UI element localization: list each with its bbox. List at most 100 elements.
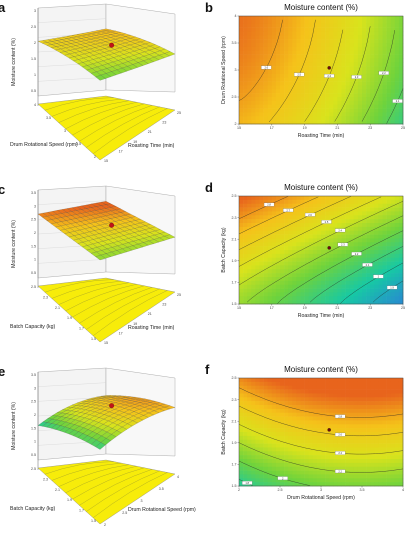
contour-cell	[267, 242, 273, 247]
contour-cell	[345, 451, 350, 456]
contour-cell	[243, 393, 248, 398]
contour-cell	[386, 482, 391, 487]
x-tick-label: 2	[238, 488, 240, 492]
contour-cell	[243, 19, 248, 25]
contour-cell	[366, 466, 371, 471]
contour-cell	[308, 408, 314, 414]
contour-cell	[345, 428, 350, 433]
contour-cell	[247, 211, 252, 216]
contour-cell	[239, 203, 244, 208]
contour-cell	[251, 459, 256, 464]
contour-cell	[325, 300, 330, 305]
y-tick-label: 2	[235, 122, 237, 126]
contour-cell	[243, 199, 248, 205]
contour-cell	[308, 385, 314, 390]
contour-cell	[386, 408, 391, 414]
contour-cell	[251, 116, 256, 121]
contour-cell	[251, 211, 256, 216]
contour-cell	[337, 112, 342, 117]
contour-cell	[288, 66, 293, 71]
contour-cell	[325, 401, 330, 406]
contour-cell	[366, 46, 371, 52]
contour-cell	[341, 265, 346, 270]
contour-cell	[251, 265, 256, 270]
contour-cell	[263, 54, 268, 59]
contour-cell	[239, 58, 244, 63]
contour-cell	[312, 432, 318, 437]
contour-cell	[267, 459, 273, 464]
contour-cell	[325, 108, 330, 113]
contour-cell	[251, 257, 256, 262]
contour-cell	[292, 196, 297, 201]
contour-cell	[321, 478, 326, 483]
contour-cell	[325, 405, 330, 410]
contour-cell	[398, 416, 404, 421]
contour-cell	[271, 432, 277, 437]
contour-cell	[239, 93, 244, 98]
y-tick-label: 2.1	[232, 237, 237, 241]
contour-cell	[251, 100, 256, 106]
contour-cell	[308, 62, 314, 67]
contour-cell	[288, 408, 293, 414]
contour-cell	[288, 482, 293, 487]
contour-cell	[312, 250, 318, 255]
contour-cell	[366, 397, 371, 402]
contour-cell	[259, 211, 264, 216]
contour-cell	[353, 242, 359, 247]
contour-cell	[296, 393, 301, 398]
contour-cell	[378, 435, 383, 441]
contour-cell	[300, 300, 305, 305]
contour-cell	[349, 50, 355, 55]
contour-cell	[243, 238, 248, 243]
contour-cell	[329, 108, 334, 113]
contour-cell	[345, 432, 350, 437]
contour-cell	[280, 234, 285, 239]
contour-cell	[255, 292, 260, 297]
contour-cell	[316, 226, 322, 232]
contour-cell	[267, 104, 273, 109]
contour-cell	[243, 300, 248, 305]
contour-cell	[251, 242, 256, 247]
contour-cell	[398, 474, 404, 479]
contour-cell	[374, 27, 379, 32]
contour-cell	[378, 199, 383, 205]
contour-cell	[382, 97, 387, 102]
contour-cell	[321, 207, 326, 212]
contour-cell	[345, 378, 350, 383]
contour-cell	[239, 455, 244, 460]
contour-cell	[366, 23, 371, 28]
contour-cell	[267, 23, 273, 28]
contour-cell	[308, 447, 314, 452]
contour-cell	[263, 23, 268, 28]
contour-cell	[353, 257, 359, 262]
floor-contour-line	[72, 285, 145, 318]
contour-cell	[357, 459, 363, 464]
contour-cell	[247, 66, 252, 71]
contour-cell	[329, 405, 334, 410]
contour-cell	[337, 54, 342, 59]
contour-cell	[239, 70, 244, 75]
contour-cell	[337, 62, 342, 67]
contour-cell	[316, 300, 322, 305]
contour-cell	[239, 54, 244, 59]
contour-cell	[300, 397, 305, 402]
contour-cell	[280, 93, 285, 98]
contour-cell	[370, 31, 375, 36]
contour-cell	[280, 35, 285, 40]
contour-cell	[374, 435, 379, 441]
contour-cell	[362, 50, 367, 55]
contour-cell	[304, 389, 309, 394]
contour-cell	[353, 405, 359, 410]
contour-cell	[378, 39, 383, 44]
contour-cell	[329, 397, 334, 402]
contour-cell	[349, 66, 355, 71]
contour-cell	[370, 223, 375, 228]
contour-cell	[271, 261, 277, 266]
contour-cell	[280, 397, 285, 402]
contour-cell	[251, 478, 256, 483]
contour-cell	[296, 104, 301, 109]
contour-cell	[300, 439, 305, 444]
contour-cell	[345, 435, 350, 441]
contour-cell	[284, 482, 289, 487]
contour-level-label: 2.4	[338, 451, 342, 455]
